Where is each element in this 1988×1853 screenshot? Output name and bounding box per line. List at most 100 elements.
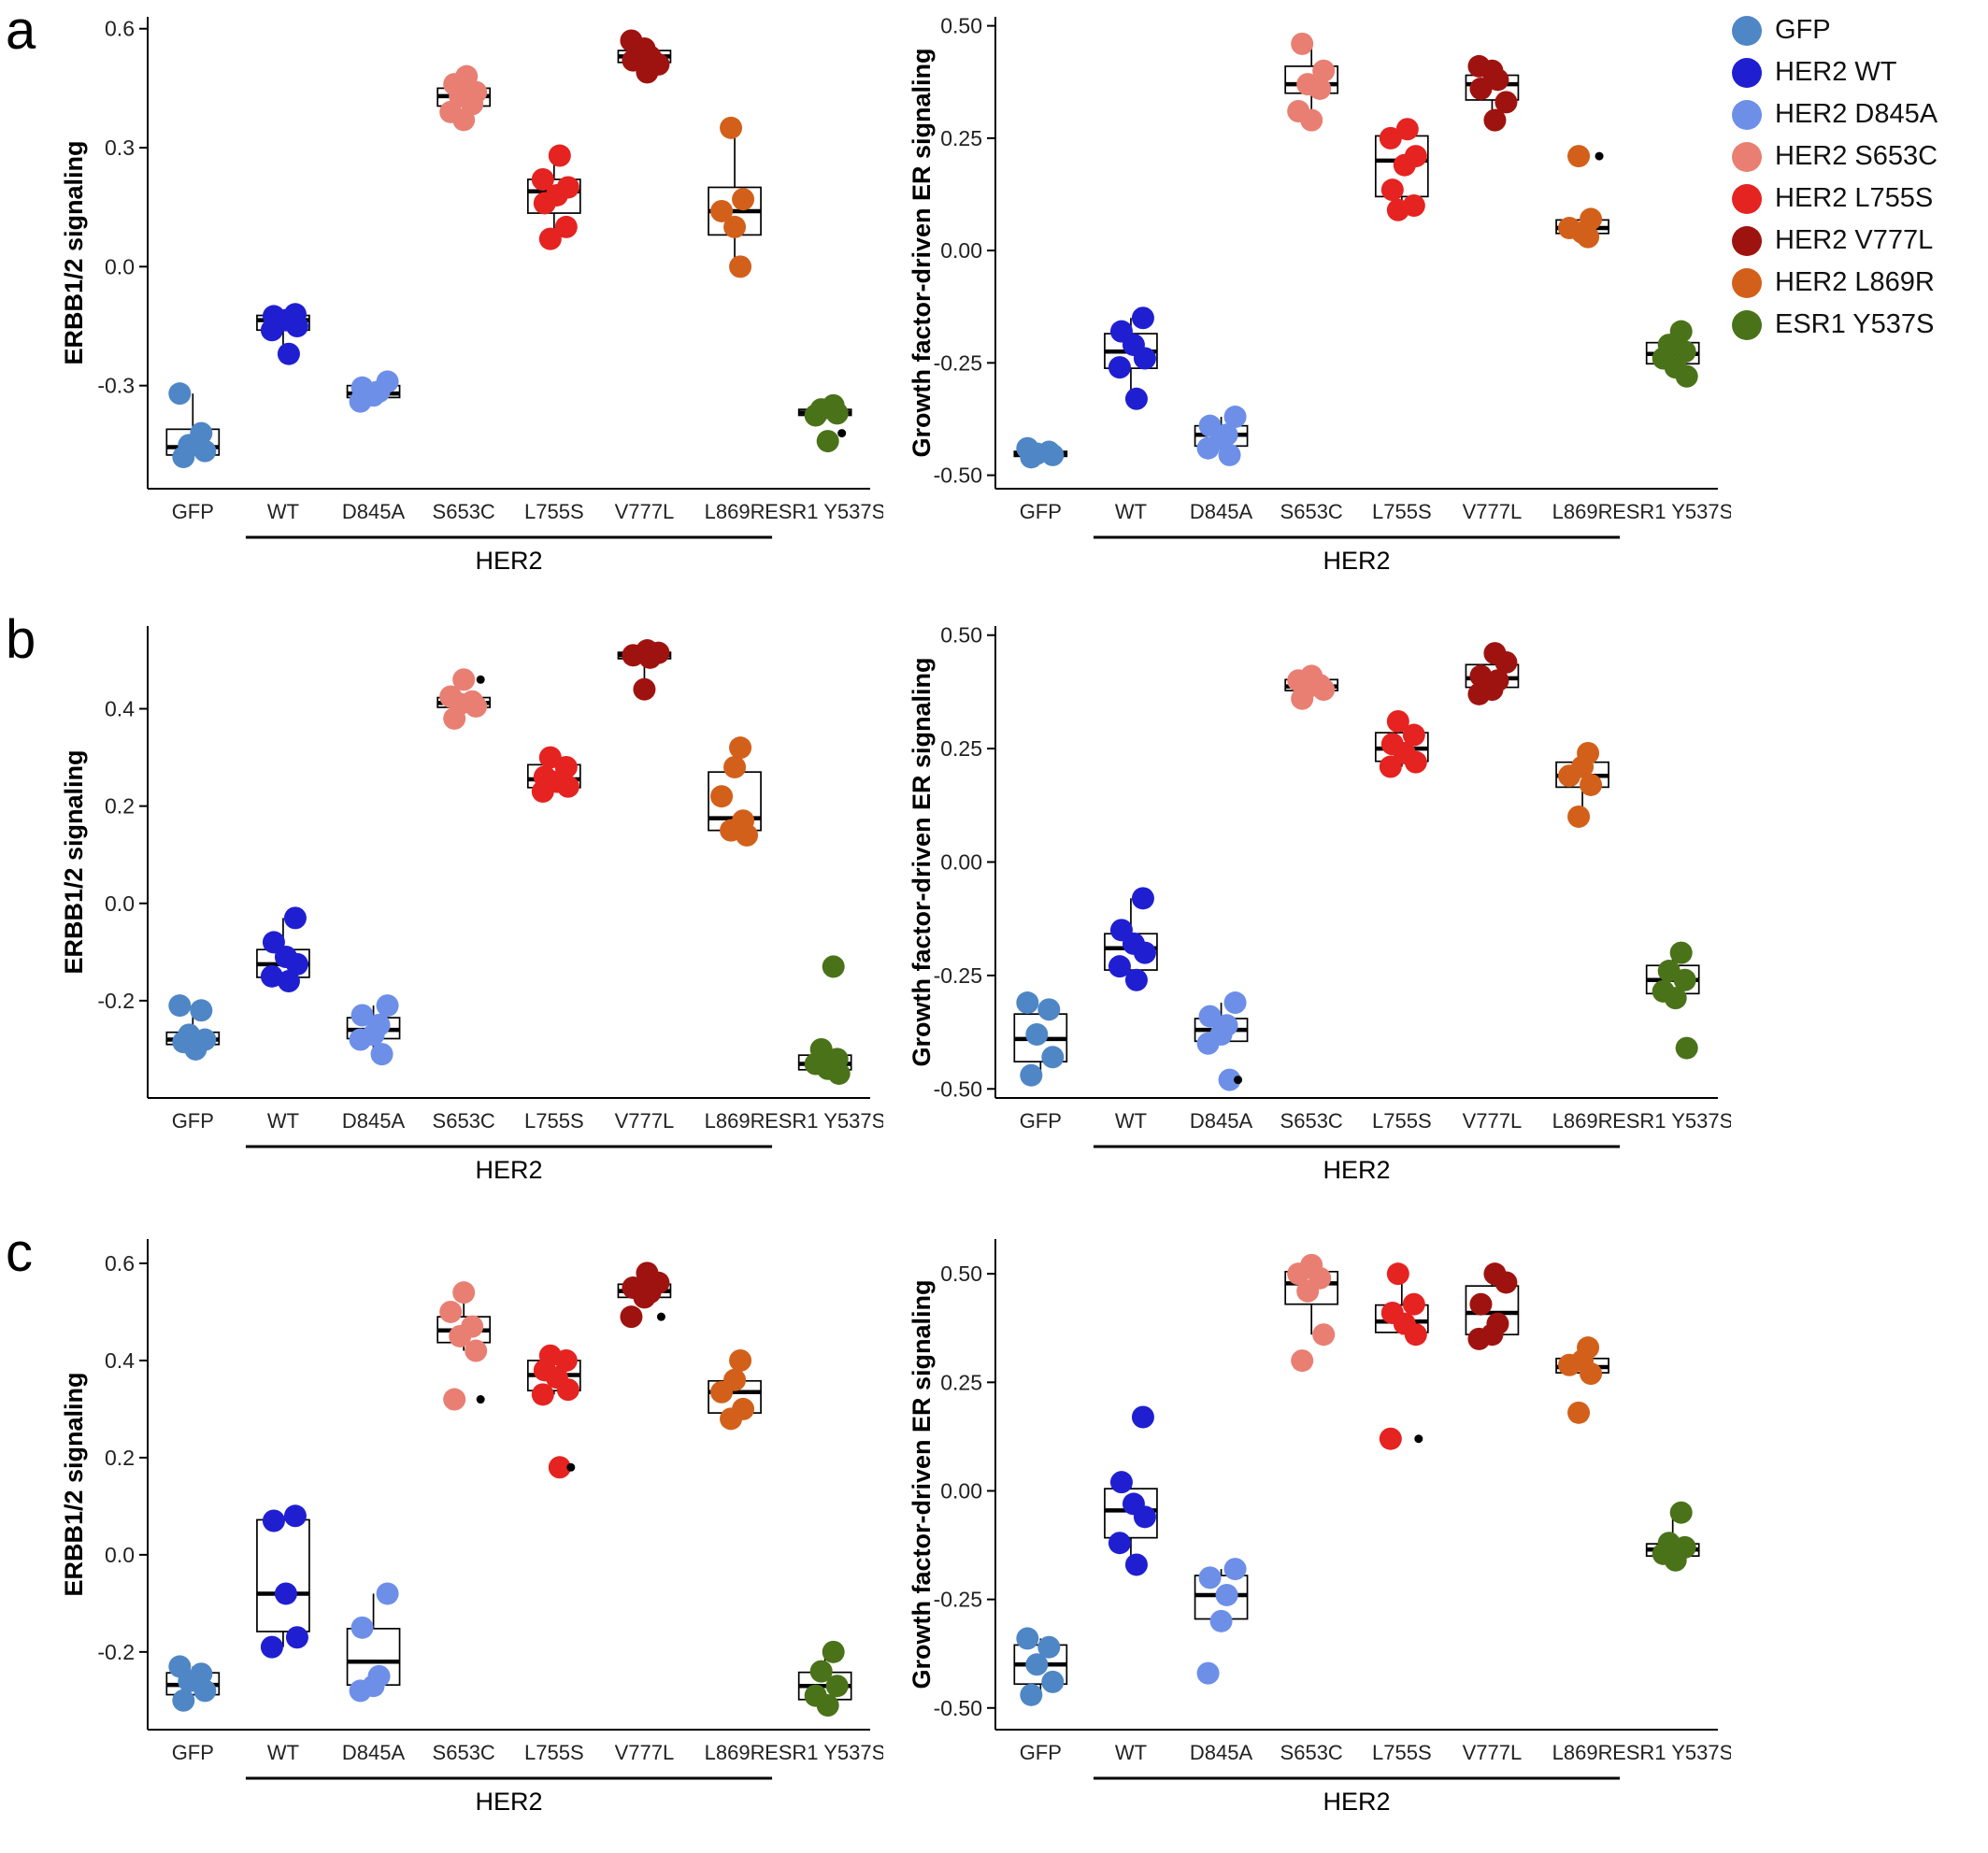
her2-bracket-label: HER2 <box>1323 547 1390 575</box>
x-tick-label: L869R <box>705 1741 765 1764</box>
outlier-dot <box>1234 1076 1243 1085</box>
data-point <box>1109 1471 1133 1494</box>
data-point <box>1196 1032 1220 1055</box>
data-point <box>1567 145 1591 168</box>
data-point <box>1025 1653 1049 1676</box>
data-point <box>455 64 479 88</box>
x-tick-label: D845A <box>342 500 406 523</box>
data-point <box>1198 1566 1222 1589</box>
data-point <box>168 382 192 406</box>
boxplot-group <box>346 1582 401 1703</box>
chart-a-left-svg: -0.3 0.0 0.3 0.6 ERBB1/2 signaling GFP WT D845A… <box>56 0 883 603</box>
data-point <box>449 1324 472 1347</box>
boxplot-group <box>1465 54 1520 132</box>
data-point <box>283 906 307 930</box>
data-point <box>1124 968 1148 991</box>
data-point <box>556 1378 579 1402</box>
data-point <box>816 1694 839 1718</box>
x-tick-label: S653C <box>433 500 495 523</box>
boxplot-group <box>1555 1336 1609 1424</box>
boxplot-group <box>256 303 310 365</box>
data-point <box>260 1635 283 1659</box>
outlier-dot <box>837 429 847 438</box>
x-tick-label: ESR1 Y537S <box>1612 500 1731 523</box>
data-point <box>370 1043 393 1066</box>
data-point <box>1133 1505 1156 1529</box>
data-point <box>285 315 308 338</box>
data-point <box>1287 1262 1310 1286</box>
y-tick-label: 0.2 <box>105 794 135 819</box>
data-point <box>1223 991 1247 1015</box>
x-tick-label: ESR1 Y537S <box>765 1741 883 1764</box>
boxplot-group <box>346 994 401 1066</box>
data-point <box>620 1305 643 1329</box>
data-point <box>184 1037 207 1061</box>
data-point <box>1131 1405 1154 1429</box>
data-point <box>1558 217 1581 240</box>
y-tick-label: 0.6 <box>105 17 135 41</box>
data-point <box>1379 1427 1402 1450</box>
panel-row-c: c -0.2 0.0 0.2 0.4 0.6 ERBB1/2 signaling GFP WT… <box>0 1222 1752 1844</box>
data-point <box>1287 100 1310 122</box>
data-point <box>443 706 466 730</box>
legend-item: GFP <box>1732 15 1982 46</box>
data-point <box>548 144 571 167</box>
boxplot-group <box>1465 1262 1520 1350</box>
boxplot-group <box>436 64 492 132</box>
x-tick-label: S653C <box>433 1741 495 1764</box>
x-tick-label: GFP <box>172 1741 214 1764</box>
data-point <box>262 1509 285 1532</box>
x-tick-label: L755S <box>1372 1741 1432 1764</box>
data-point <box>172 1689 195 1712</box>
panel-label-c: c <box>6 1222 33 1283</box>
boxplot-group <box>346 370 401 413</box>
legend-item-label: HER2 D845A <box>1775 99 1938 129</box>
outlier-dot <box>566 1462 576 1472</box>
boxplot-group <box>526 746 581 804</box>
y-tick-label: 0.4 <box>105 697 135 721</box>
data-point <box>277 970 300 993</box>
data-point <box>1469 1292 1493 1316</box>
boxplot-group <box>1645 1501 1700 1572</box>
data-point <box>1675 1036 1698 1060</box>
data-point <box>1196 436 1220 460</box>
legend-color-dot <box>1732 183 1762 214</box>
data-point <box>1664 1548 1687 1572</box>
data-point <box>1196 1661 1220 1685</box>
data-point <box>1669 1501 1693 1524</box>
data-point <box>1016 991 1039 1015</box>
her2-bracket-label: HER2 <box>1323 1788 1390 1816</box>
data-point <box>1041 1046 1065 1069</box>
data-point <box>732 188 755 211</box>
y-tick-label: -0.50 <box>934 1696 982 1720</box>
data-point <box>350 1616 374 1639</box>
data-point <box>1025 1023 1049 1047</box>
boxplot-group <box>708 1348 762 1431</box>
boxplot-group <box>1555 145 1609 249</box>
data-point <box>638 646 662 669</box>
data-point <box>1673 968 1696 991</box>
data-point <box>349 1028 372 1051</box>
legend-item: HER2 WT <box>1732 57 1982 88</box>
data-point <box>710 199 734 222</box>
data-point <box>825 1675 849 1698</box>
y-tick-label: 0.25 <box>940 736 982 761</box>
data-point <box>1386 709 1409 733</box>
x-tick-label: V777L <box>1463 1741 1523 1764</box>
x-tick-label: GFP <box>172 1109 214 1133</box>
boxplot-group <box>617 639 672 701</box>
panel-row-b: b -0.2 0.0 0.2 0.4 ERBB1/2 signaling GFP WT D84… <box>0 609 1752 1212</box>
data-point <box>1558 764 1581 788</box>
boxplot-group <box>708 116 762 278</box>
y-axis-label: Growth factor-driven ER signaling <box>908 48 936 457</box>
boxplot-group <box>1645 320 1700 388</box>
data-point <box>1469 77 1493 100</box>
data-point <box>1198 1005 1222 1028</box>
data-point <box>1133 347 1156 370</box>
data-point <box>1020 1063 1043 1087</box>
x-tick-label: GFP <box>1020 500 1062 523</box>
data-point <box>556 775 579 798</box>
x-tick-label: V777L <box>615 1741 675 1764</box>
y-axis-label: Growth factor-driven ER signaling <box>908 1279 936 1689</box>
legend-item-label: GFP <box>1775 15 1831 45</box>
